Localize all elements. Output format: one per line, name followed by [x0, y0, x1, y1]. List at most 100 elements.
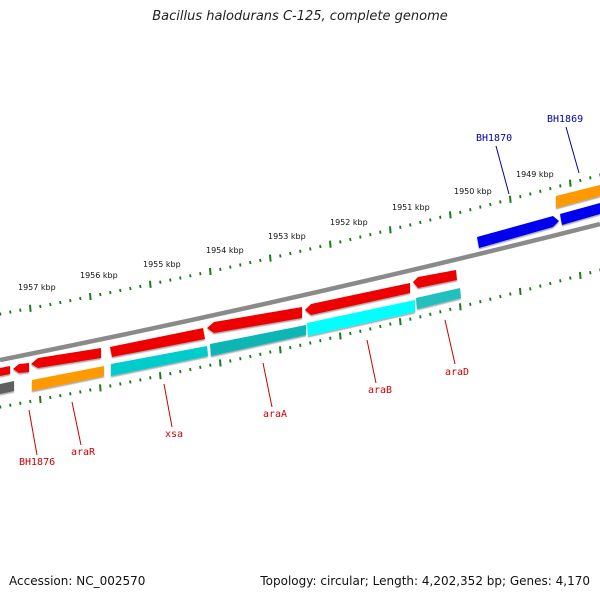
gene-label[interactable]: xsa — [165, 429, 183, 440]
tick-labels: 1957 kbp 1956 kbp 1955 kbp 1954 kbp 1953… — [18, 170, 554, 292]
minor-tick — [169, 372, 172, 376]
major-tick — [159, 372, 162, 380]
minor-tick — [419, 220, 422, 225]
gene-arrow[interactable] — [477, 216, 559, 248]
major-tick — [89, 293, 92, 301]
major-tick — [449, 211, 452, 219]
minor-tick — [269, 350, 272, 354]
minor-tick — [349, 331, 352, 336]
minor-tick — [369, 327, 372, 331]
minor-tick — [129, 380, 132, 384]
minor-tick — [459, 210, 462, 214]
minor-tick — [19, 401, 22, 405]
minor-tick — [539, 189, 542, 193]
gene-arrow[interactable] — [31, 348, 101, 368]
gene-arrow[interactable] — [32, 366, 104, 391]
minor-tick — [39, 304, 42, 309]
gene-arrow[interactable] — [307, 300, 415, 336]
gene-label[interactable]: araB — [368, 385, 392, 396]
gene-arrow[interactable] — [13, 363, 29, 373]
minor-tick — [539, 284, 542, 288]
minor-tick — [179, 369, 182, 374]
minor-tick — [359, 329, 362, 333]
minor-tick — [419, 315, 422, 319]
major-tick — [209, 267, 212, 276]
minor-tick — [79, 296, 82, 301]
minor-tick — [529, 192, 532, 196]
minor-tick — [579, 178, 582, 183]
gene-label[interactable]: BH1869 — [547, 114, 583, 125]
gene-label[interactable]: araD — [445, 367, 469, 378]
minor-tick — [589, 176, 592, 180]
minor-tick — [479, 205, 482, 209]
minor-tick — [179, 276, 182, 280]
minor-tick — [209, 363, 212, 367]
gene-label[interactable]: araR — [71, 447, 96, 458]
minor-tick — [589, 271, 592, 275]
minor-tick — [529, 287, 532, 291]
minor-tick — [9, 310, 12, 314]
minor-tick — [239, 357, 242, 361]
tick-label: 1949 kbp — [516, 170, 554, 179]
gene-arrow[interactable] — [0, 366, 10, 376]
gene-arrow[interactable] — [560, 203, 600, 225]
gene-arrow[interactable] — [305, 283, 410, 315]
minor-tick — [0, 405, 2, 409]
gene-arrow[interactable] — [556, 185, 600, 208]
minor-tick — [309, 341, 312, 345]
accession-label: Accession: NC_002570 — [9, 574, 146, 588]
tick-label: 1951 kbp — [392, 203, 430, 212]
gene-arrow[interactable] — [207, 307, 302, 333]
minor-tick — [499, 294, 502, 299]
genome-backbone — [0, 221, 600, 363]
minor-tick — [329, 336, 332, 340]
major-tick — [269, 254, 272, 262]
tick-label: 1957 kbp — [18, 283, 56, 292]
gene-label[interactable]: BH1876 — [19, 457, 55, 468]
minor-tick — [319, 339, 322, 343]
minor-tick — [259, 258, 262, 263]
major-tick — [519, 287, 522, 295]
gene-arrow[interactable] — [111, 346, 208, 376]
minor-tick — [299, 343, 302, 347]
gene-label[interactable]: BH1870 — [476, 133, 512, 144]
minor-tick — [299, 249, 302, 253]
minor-tick — [219, 267, 222, 271]
minor-tick — [549, 281, 552, 286]
gene-arrow[interactable] — [210, 325, 306, 356]
major-tick — [29, 304, 32, 312]
minor-tick — [199, 365, 202, 369]
minor-tick — [239, 263, 242, 267]
gene-label[interactable]: araA — [263, 409, 287, 420]
map-title: Bacillus halodurans C-125, complete geno… — [152, 9, 448, 24]
major-tick — [459, 303, 462, 311]
gene-arrow[interactable] — [110, 328, 205, 357]
gene-arrow[interactable] — [416, 288, 461, 309]
minor-tick — [479, 300, 482, 304]
minor-tick — [19, 308, 22, 312]
label-pointers — [28, 126, 580, 456]
minor-tick — [59, 394, 62, 398]
minor-tick — [409, 317, 412, 321]
minor-tick — [0, 312, 2, 316]
gene-arrow[interactable] — [0, 381, 14, 394]
minor-tick — [119, 382, 122, 386]
minor-tick — [549, 186, 552, 191]
minor-tick — [189, 367, 192, 372]
gene-arrow[interactable] — [413, 270, 457, 288]
minor-tick — [149, 376, 152, 380]
minor-tick — [559, 184, 562, 188]
major-tick — [99, 384, 102, 392]
tick-label: 1953 kbp — [268, 232, 306, 241]
minor-tick — [89, 388, 92, 392]
minor-tick — [409, 223, 412, 227]
tick-label: 1955 kbp — [143, 260, 181, 269]
minor-tick — [189, 274, 192, 278]
minor-tick — [249, 260, 252, 265]
minor-tick — [79, 390, 82, 394]
minor-tick — [139, 284, 142, 289]
minor-tick — [389, 322, 392, 326]
minor-tick — [399, 225, 402, 229]
minor-tick — [429, 312, 432, 316]
